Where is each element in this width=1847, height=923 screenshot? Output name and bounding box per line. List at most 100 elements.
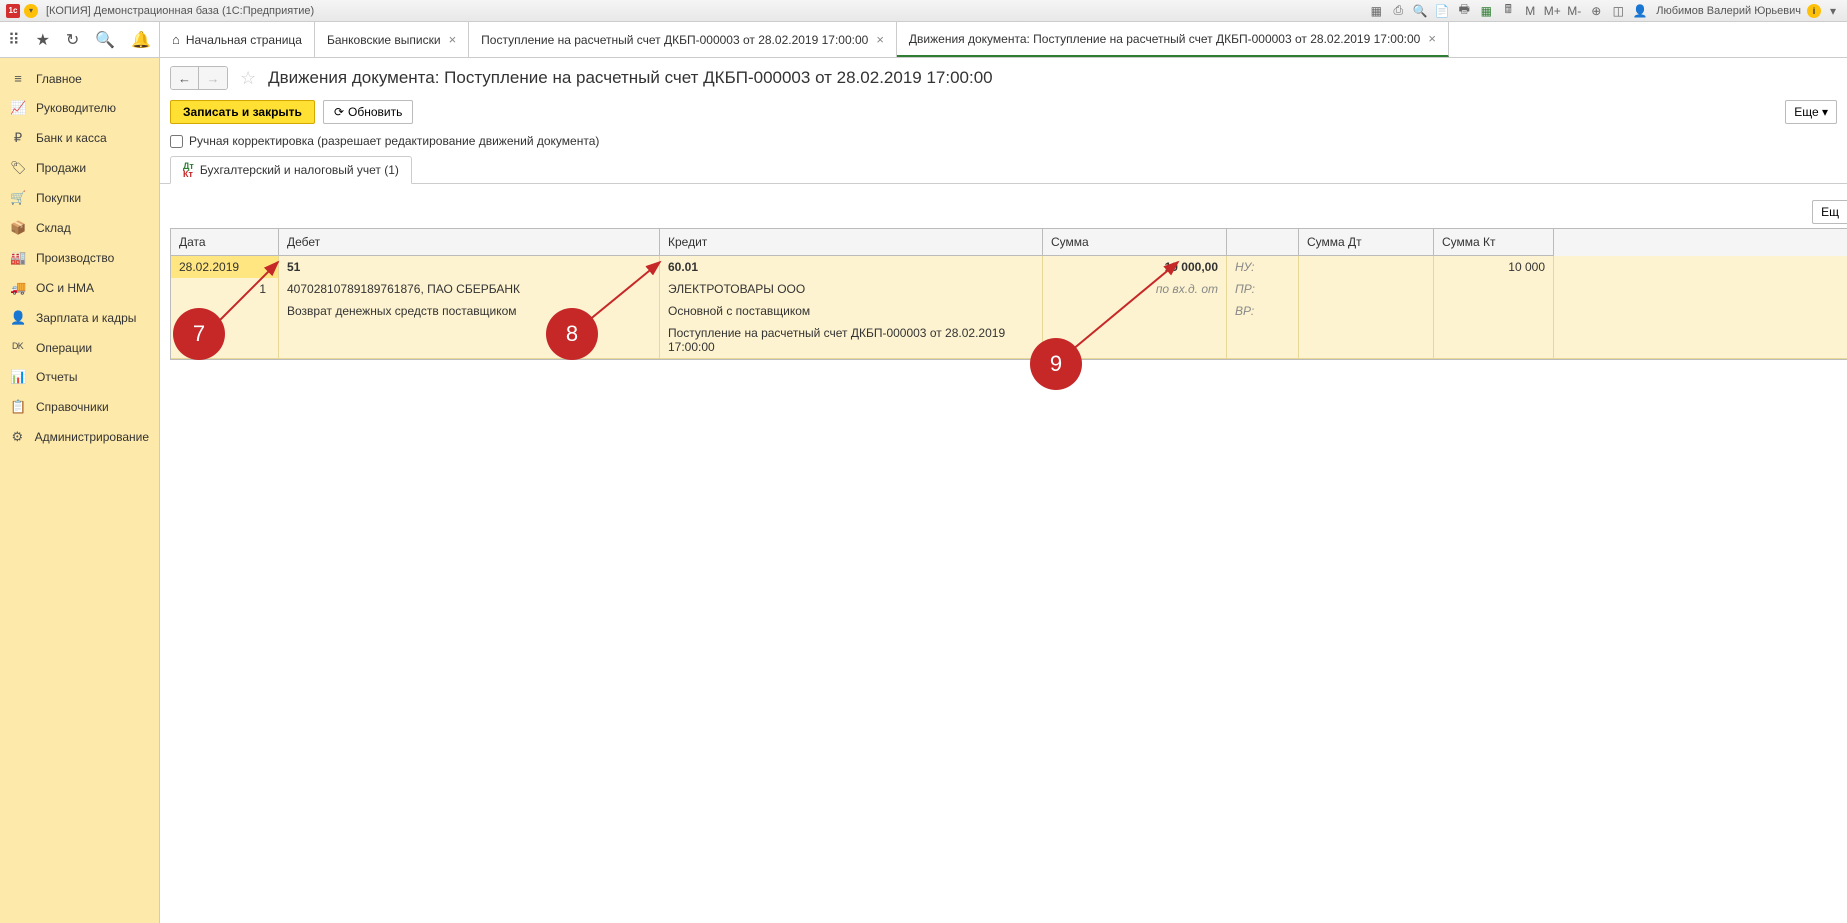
table-row[interactable]: 28.02.2019 51 60.01 10 000,00 НУ: 10 000 bbox=[171, 256, 1847, 278]
history-icon[interactable]: ↻ bbox=[66, 30, 79, 50]
cell-empty bbox=[1434, 300, 1554, 322]
annotation-9: 9 bbox=[1030, 338, 1082, 390]
cell-empty bbox=[1434, 278, 1554, 300]
tab-home[interactable]: ⌂ Начальная страница bbox=[160, 22, 315, 57]
back-button[interactable]: ← bbox=[171, 67, 199, 89]
grid-body: 28.02.2019 51 60.01 10 000,00 НУ: 10 000… bbox=[171, 256, 1847, 359]
user-icon: 👤 bbox=[1632, 3, 1648, 19]
cell-debit-sub2: Возврат денежных средств поставщиком bbox=[279, 300, 660, 322]
header-sumkt[interactable]: Сумма Кт bbox=[1434, 229, 1554, 256]
close-icon[interactable]: × bbox=[1428, 31, 1436, 46]
close-icon[interactable]: × bbox=[876, 32, 884, 47]
calendar-icon[interactable]: ▦ bbox=[1478, 3, 1494, 19]
cell-empty bbox=[279, 322, 660, 358]
sidebar-item-sales[interactable]: 🏷Продажи bbox=[0, 153, 159, 183]
titlebar-dropdown-icon[interactable]: ▾ bbox=[24, 4, 38, 18]
m-minus-label[interactable]: M- bbox=[1566, 3, 1582, 19]
sidebar-item-operations[interactable]: ᴰᴷОперации bbox=[0, 333, 159, 362]
nav-label: ОС и НМА bbox=[36, 281, 94, 295]
close-icon[interactable]: × bbox=[449, 32, 457, 47]
action-row: Записать и закрыть ⟳ Обновить Еще ▾ bbox=[160, 96, 1847, 132]
sidebar-item-manager[interactable]: 📈Руководителю bbox=[0, 93, 159, 123]
save-close-button[interactable]: Записать и закрыть bbox=[170, 100, 315, 124]
table-more-button[interactable]: Ещ bbox=[1812, 200, 1847, 224]
sidebar-item-reports[interactable]: 📊Отчеты bbox=[0, 362, 159, 392]
nav-label: Банк и касса bbox=[36, 131, 107, 145]
bell-icon[interactable]: 🔔 bbox=[131, 30, 151, 50]
tb-icon-3[interactable]: 🔍 bbox=[1412, 3, 1428, 19]
cell-empty bbox=[1299, 278, 1434, 300]
apps-icon[interactable]: ⠿ bbox=[8, 30, 20, 50]
header-sum[interactable]: Сумма bbox=[1043, 229, 1227, 256]
cell-n: 1 bbox=[171, 278, 279, 300]
tb-icon-4[interactable]: 📄 bbox=[1434, 3, 1450, 19]
table-row[interactable]: Возврат денежных средств поставщиком Осн… bbox=[171, 300, 1847, 322]
sidebar-item-os[interactable]: 🚚ОС и НМА bbox=[0, 273, 159, 303]
tb-icon-5[interactable]: 🖶 bbox=[1456, 3, 1472, 19]
cell-credit-sub1: ЭЛЕКТРОТОВАРЫ ООО bbox=[660, 278, 1043, 300]
header-sumdt[interactable]: Сумма Дт bbox=[1299, 229, 1434, 256]
sidebar: ≡Главное 📈Руководителю ₽ Банк и касса 🏷Пр… bbox=[0, 58, 160, 923]
m-label[interactable]: M bbox=[1522, 3, 1538, 19]
tab-bank[interactable]: Банковские выписки × bbox=[315, 22, 469, 57]
refresh-label: Обновить bbox=[348, 105, 402, 119]
nav-icon: 📊 bbox=[10, 369, 26, 385]
tab-movements[interactable]: Движения документа: Поступление на расче… bbox=[897, 22, 1449, 57]
tab-label: Начальная страница bbox=[186, 33, 302, 47]
secondbar: ⠿ ★ ↻ 🔍 🔔 ⌂ Начальная страница Банковски… bbox=[0, 22, 1847, 58]
tb-icon-box[interactable]: ◫ bbox=[1610, 3, 1626, 19]
tab-receipt[interactable]: Поступление на расчетный счет ДКБП-00000… bbox=[469, 22, 897, 57]
tabs: ⌂ Начальная страница Банковские выписки … bbox=[160, 22, 1847, 57]
nav-label: Администрирование bbox=[35, 430, 149, 444]
tb-icon-1[interactable]: ▦ bbox=[1368, 3, 1384, 19]
cell-pr: ПР: bbox=[1227, 278, 1299, 300]
forward-button[interactable]: → bbox=[199, 67, 227, 89]
sidebar-item-main[interactable]: ≡Главное bbox=[0, 64, 159, 93]
info-icon[interactable]: i bbox=[1807, 4, 1821, 18]
header-credit[interactable]: Кредит bbox=[660, 229, 1043, 256]
sidebar-item-warehouse[interactable]: 📦Склад bbox=[0, 213, 159, 243]
more-button[interactable]: Еще ▾ bbox=[1785, 100, 1837, 124]
window-title: [КОПИЯ] Демонстрационная база (1С:Предпр… bbox=[46, 5, 314, 17]
calc-icon[interactable]: 🖩 bbox=[1500, 3, 1516, 19]
favorite-icon[interactable]: ☆ bbox=[240, 68, 256, 89]
user-name[interactable]: Любимов Валерий Юрьевич bbox=[1656, 5, 1801, 17]
header-debit[interactable]: Дебет bbox=[279, 229, 660, 256]
content-header: ← → ☆ Движения документа: Поступление на… bbox=[160, 58, 1847, 96]
dtkt-icon: ДтКт bbox=[183, 162, 194, 178]
print-icon[interactable]: ⎙ bbox=[1390, 3, 1406, 19]
table-row[interactable]: Поступление на расчетный счет ДКБП-00000… bbox=[171, 322, 1847, 359]
table-wrap: Ещ Дата Дебет Кредит Сумма Сумма Дт Сумм… bbox=[170, 200, 1847, 360]
tb-last-icon[interactable]: ▾ bbox=[1825, 3, 1841, 19]
manual-edit-checkbox[interactable] bbox=[170, 135, 183, 148]
sidebar-item-admin[interactable]: ⚙Администрирование bbox=[0, 422, 159, 452]
sidebar-item-bank[interactable]: ₽ Банк и касса bbox=[0, 123, 159, 153]
table-row[interactable]: 1 40702810789189761876, ПАО СБЕРБАНК ЭЛЕ… bbox=[171, 278, 1847, 300]
nav-arrows: ← → bbox=[170, 66, 228, 90]
nav-label: Зарплата и кадры bbox=[36, 311, 136, 325]
doc-tab-accounting[interactable]: ДтКт Бухгалтерский и налоговый учет (1) bbox=[170, 156, 412, 184]
star-icon[interactable]: ★ bbox=[36, 30, 50, 50]
doc-tab-label: Бухгалтерский и налоговый учет (1) bbox=[200, 163, 399, 177]
m-plus-label[interactable]: M+ bbox=[1544, 3, 1560, 19]
cell-debit-sub1: 40702810789189761876, ПАО СБЕРБАНК bbox=[279, 278, 660, 300]
nav-icon: ₽ bbox=[10, 130, 26, 146]
cell-credit-sub3: Поступление на расчетный счет ДКБП-00000… bbox=[660, 322, 1043, 358]
sidebar-item-salary[interactable]: 👤Зарплата и кадры bbox=[0, 303, 159, 333]
sidebar-item-refs[interactable]: 📋Справочники bbox=[0, 392, 159, 422]
tab-label: Поступление на расчетный счет ДКБП-00000… bbox=[481, 33, 868, 47]
nav-icon: 📈 bbox=[10, 100, 26, 116]
nav-icon: 🏭 bbox=[10, 250, 26, 266]
nav-label: Справочники bbox=[36, 400, 109, 414]
refresh-button[interactable]: ⟳ Обновить bbox=[323, 100, 413, 124]
sidebar-item-purchases[interactable]: 🛒Покупки bbox=[0, 183, 159, 213]
sidebar-item-production[interactable]: 🏭Производство bbox=[0, 243, 159, 273]
header-nu[interactable] bbox=[1227, 229, 1299, 256]
annotation-8: 8 bbox=[546, 308, 598, 360]
header-date[interactable]: Дата bbox=[171, 229, 279, 256]
app-logo-icon: 1c bbox=[6, 4, 20, 18]
zoom-icon[interactable]: ⊕ bbox=[1588, 3, 1604, 19]
nav-icon: 📦 bbox=[10, 220, 26, 236]
tab-label: Банковские выписки bbox=[327, 33, 441, 47]
search-icon[interactable]: 🔍 bbox=[95, 30, 115, 50]
